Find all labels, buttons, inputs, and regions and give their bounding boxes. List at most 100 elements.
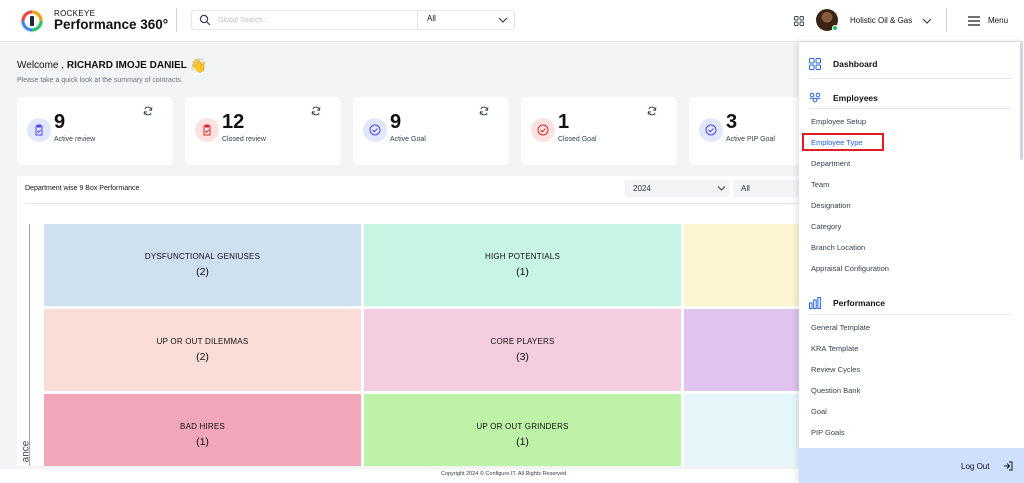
menu-item-category[interactable]: Category (811, 222, 842, 231)
menu-label: Menu (988, 16, 1009, 25)
stat-label: Closed review (222, 136, 266, 143)
brand-name: Performance 360° (54, 17, 169, 32)
search-scope-select[interactable]: All (427, 14, 436, 23)
stat-icon-badge (27, 118, 51, 142)
menu-button[interactable]: Menu (968, 13, 1012, 29)
global-search: All (191, 10, 515, 30)
stat-icon-badge (363, 118, 387, 142)
top-header: ROCKEYE Performance 360° All Holistic Oi… (0, 0, 1024, 42)
check-circle-icon (537, 124, 549, 136)
copyright-text: Copyright 2024 © Configure.IT. All Right… (441, 471, 567, 477)
section-divider (809, 78, 1011, 79)
nine-box-cell[interactable]: DYSFUNCTIONAL GENIUSES (2) (44, 224, 361, 306)
logout-button[interactable]: Log Out (961, 460, 1017, 474)
stat-card[interactable]: 9 Active review (17, 97, 173, 165)
check-circle-icon (369, 124, 381, 136)
welcome-subtitle: Please take a quick look at the summary … (17, 77, 183, 84)
header-divider (946, 8, 947, 32)
stat-value: 1 (558, 111, 570, 133)
nine-box-panel: Department wise 9 Box Performance 2024 A… (17, 176, 817, 466)
nine-box-category: UP OR OUT DILEMMAS (156, 337, 249, 346)
department-value: All (741, 184, 750, 193)
nine-box-category: UP OR OUT GRINDERS (476, 422, 569, 431)
apps-grid-icon[interactable] (794, 16, 804, 26)
y-axis-line (29, 224, 30, 466)
chevron-down-icon[interactable] (922, 17, 932, 25)
stat-card[interactable]: 1 Closed Goal (521, 97, 677, 165)
drawer-scrollbar[interactable] (1020, 42, 1023, 160)
refresh-icon[interactable] (479, 106, 489, 116)
stat-card[interactable]: 12 Closed review (185, 97, 341, 165)
nine-box-count: (2) (196, 266, 209, 278)
menu-item-department[interactable]: Department (811, 159, 851, 168)
stat-value: 3 (726, 111, 738, 133)
search-input[interactable] (218, 13, 408, 27)
stat-label: Active review (54, 136, 96, 143)
dashboard-icon (809, 58, 821, 70)
menu-item-kra-template[interactable]: KRA Template (811, 344, 859, 353)
stat-icon-badge (195, 118, 219, 142)
welcome-prefix: Welcome , (17, 60, 65, 71)
search-icon (199, 14, 211, 26)
nine-box-count: (3) (516, 351, 529, 363)
refresh-icon[interactable] (311, 106, 321, 116)
menu-item-team[interactable]: Team (811, 180, 830, 189)
check-circle-icon (705, 124, 717, 136)
stat-icon-badge (699, 118, 723, 142)
bar-chart-icon (809, 297, 821, 309)
nine-box-count: (1) (516, 436, 529, 448)
menu-item-pip-goals[interactable]: PIP Goals (811, 428, 845, 437)
menu-item-employee-type[interactable]: Employee Type (811, 138, 863, 147)
company-selector-label[interactable]: Holistic Oil & Gas (850, 16, 913, 25)
nine-box-cell[interactable] (684, 224, 817, 306)
nine-box-cell[interactable]: CORE PLAYERS (3) (364, 309, 681, 391)
menu-item-designation[interactable]: Designation (811, 201, 851, 210)
nine-box-category: DYSFUNCTIONAL GENIUSES (144, 252, 261, 261)
refresh-icon[interactable] (647, 106, 657, 116)
menu-item-branch-location[interactable]: Branch Location (811, 243, 866, 252)
menu-section-label: Performance (833, 298, 885, 308)
menu-item-general-template[interactable]: General Template (811, 323, 871, 332)
nine-box-count: (2) (196, 351, 209, 363)
nine-box-cell[interactable]: BAD HIRES (1) (44, 394, 361, 466)
logout-label: Log Out (961, 462, 990, 471)
refresh-icon[interactable] (143, 106, 153, 116)
nine-box-category: HIGH POTENTIALS (484, 252, 560, 261)
section-divider (809, 108, 1011, 109)
stat-card[interactable]: 9 Active Goal (353, 97, 509, 165)
brand-logo-icon[interactable] (20, 9, 44, 33)
drawer-footer: Log Out (799, 448, 1024, 483)
side-menu-drawer: Dashboard Employees Employee Setup Employ… (799, 42, 1024, 483)
department-select[interactable]: All (733, 180, 817, 197)
panel-title: Department wise 9 Box Performance (25, 185, 140, 192)
menu-section-label: Employees (833, 93, 878, 103)
menu-item-question-bank[interactable]: Question Bank (811, 386, 861, 395)
nine-box-cell[interactable] (684, 309, 817, 391)
nine-box-cell[interactable]: HIGH POTENTIALS (1) (364, 224, 681, 306)
header-divider (176, 8, 177, 32)
nine-box-count: (1) (196, 436, 209, 448)
stat-value: 9 (54, 111, 66, 133)
welcome-heading: Welcome , RICHARD IMOJE DANIEL 👋 (17, 57, 207, 74)
wave-emoji: 👋 (189, 57, 208, 73)
menu-item-goal[interactable]: Goal (811, 407, 827, 416)
nine-box-cell[interactable] (684, 394, 817, 466)
chevron-down-icon (717, 186, 726, 191)
nine-box-cell[interactable]: UP OR OUT GRINDERS (1) (364, 394, 681, 466)
clipboard-icon (35, 124, 43, 136)
stat-label: Active Goal (390, 136, 426, 143)
hamburger-icon (968, 16, 980, 26)
stat-label: Closed Goal (558, 136, 597, 143)
menu-item-employee-setup[interactable]: Employee Setup (811, 117, 867, 126)
chevron-down-icon[interactable] (498, 16, 508, 24)
menu-item-appraisal-configuration[interactable]: Appraisal Configuration (811, 264, 889, 273)
y-axis-label-text: ance (20, 440, 32, 463)
page-footer: Copyright 2024 © Configure.IT. All Right… (0, 469, 1024, 483)
year-select[interactable]: 2024 (625, 180, 729, 197)
menu-item-review-cycles[interactable]: Review Cycles (811, 365, 861, 374)
menu-section-label: Dashboard (833, 59, 878, 69)
nine-box-cell[interactable]: UP OR OUT DILEMMAS (2) (44, 309, 361, 391)
panel-divider (25, 203, 815, 204)
stat-value: 12 (222, 111, 245, 133)
year-value: 2024 (633, 184, 651, 193)
